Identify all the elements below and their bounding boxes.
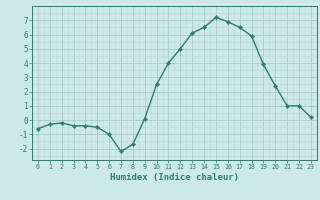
X-axis label: Humidex (Indice chaleur): Humidex (Indice chaleur) bbox=[110, 173, 239, 182]
